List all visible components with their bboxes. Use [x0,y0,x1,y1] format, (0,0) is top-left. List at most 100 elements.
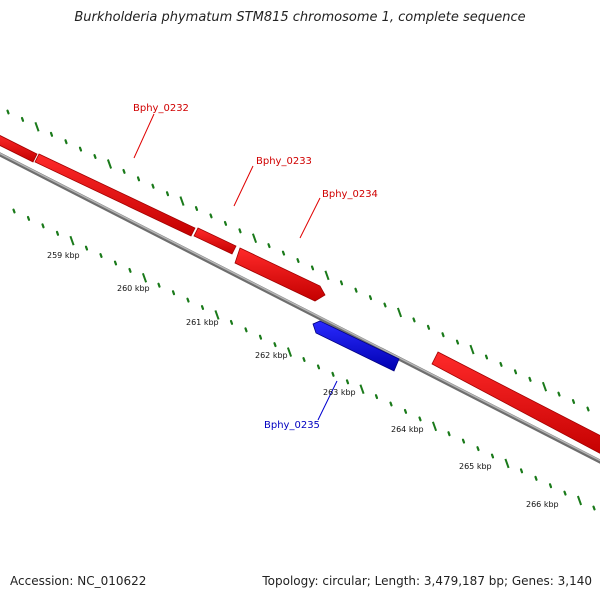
outer-track-minor-tick [6,109,10,115]
gene-label-bphy-0233[interactable]: Bphy_0233 [256,156,312,167]
outer-track-major-tick [324,270,330,281]
outer-track-minor-tick [571,399,576,404]
inner-track-minor-tick [128,267,132,273]
gene-feature-left-edge[interactable] [0,133,38,163]
outer-track-minor-tick [78,146,83,152]
inner-track-minor-tick [26,215,31,221]
scale-label-259: 259 kbp [47,251,80,260]
inner-track-minor-tick [403,408,408,414]
outer-track-minor-tick [586,406,590,412]
inner-track-minor-tick [519,468,524,474]
scale-label-264: 264 kbp [391,425,424,434]
scale-label-261: 261 kbp [186,318,219,327]
inner-track-minor-tick [302,357,306,362]
outer-track-minor-tick [209,213,213,219]
outer-track-minor-tick [426,324,431,330]
outer-track-major-tick [106,159,113,169]
inner-track-major-tick [431,421,438,432]
outer-track-minor-tick [484,354,489,360]
inner-track-major-tick [504,458,510,469]
inner-track-minor-tick [476,446,480,452]
inner-track-minor-tick [461,438,466,444]
inner-track-minor-tick [592,505,596,511]
inner-track-minor-tick [186,297,190,303]
outer-track-minor-tick [455,339,460,345]
inner-track-minor-tick [84,245,89,251]
inner-tick-track [12,208,596,511]
gene-feature-right[interactable] [431,351,600,456]
inner-track-minor-tick [244,327,248,333]
inner-track-major-tick [141,272,148,283]
outer-track-minor-tick [165,191,170,197]
outer-track-minor-tick [49,131,54,137]
inner-track-major-tick [214,310,220,320]
outer-track-minor-tick [354,287,358,293]
outer-track-minor-tick [223,220,228,226]
outer-track-minor-tick [499,361,503,367]
outer-track-minor-tick [368,295,373,301]
outer-track-minor-tick [238,228,242,234]
outer-tick-track [6,109,590,412]
inner-track-major-tick [576,495,583,506]
gene-label-bphy-0234[interactable]: Bphy_0234 [322,189,378,200]
inner-track-minor-tick [447,431,451,437]
inner-track-minor-tick [55,230,60,236]
outer-track-minor-tick [194,206,199,211]
outer-track-minor-tick [412,317,416,323]
outer-track-minor-tick [267,243,271,249]
outer-track-major-tick [179,196,185,206]
inner-track-minor-tick [316,364,321,370]
outer-track-minor-tick [93,154,97,159]
inner-track-minor-tick [200,305,205,310]
inner-track-minor-tick [41,223,45,229]
inner-track-minor-tick [157,282,161,288]
inner-track-minor-tick [229,319,234,325]
scale-label-266: 266 kbp [526,500,559,509]
outer-track-minor-tick [557,391,561,397]
inner-track-minor-tick [418,416,422,422]
gene-feature-bphy-0233[interactable] [193,227,237,255]
gene-label-bphy-0235[interactable]: Bphy_0235 [264,420,320,431]
scale-label-265: 265 kbp [459,462,492,471]
gene-feature-bphy-0235[interactable] [312,320,400,372]
outer-track-minor-tick [441,332,445,338]
accession-text: Accession: NC_010622 [10,574,147,588]
inner-track-major-tick [286,347,293,357]
inner-track-minor-tick [534,475,538,481]
gene-feature-bphy-0234[interactable] [234,247,326,302]
inner-track-minor-tick [273,342,277,348]
outer-track-minor-tick [528,376,532,382]
scale-label-262: 262 kbp [255,351,288,360]
scale-label-260: 260 kbp [117,284,150,293]
gene-feature-bphy-0232[interactable] [34,153,196,237]
outer-track-minor-tick [383,302,387,308]
outer-track-minor-tick [281,250,286,256]
outer-track-major-tick [469,344,475,355]
inner-track-major-tick [359,384,365,395]
inner-track-minor-tick [171,290,176,296]
inner-track-minor-tick [490,453,495,459]
outer-track-minor-tick [64,139,68,145]
inner-track-minor-tick [12,208,16,214]
outer-track-minor-tick [136,176,141,182]
gene-label-leaders [133,113,338,421]
outer-track-minor-tick [20,116,25,122]
sequence-summary-text: Topology: circular; Length: 3,479,187 bp… [262,574,592,588]
outer-track-minor-tick [122,168,126,174]
map-title: Burkholderia phymatum STM815 chromosome … [74,10,526,25]
inner-track-minor-tick [548,483,553,489]
outer-track-minor-tick [513,369,518,375]
outer-track-major-tick [541,381,548,392]
chromosome-backbone [0,152,600,464]
inner-track-minor-tick [258,334,263,340]
scale-label-263: 263 kbp [323,388,356,397]
gene-label-bphy-0232[interactable]: Bphy_0232 [133,103,189,114]
outer-track-minor-tick [151,183,155,189]
inner-track-minor-tick [563,490,567,496]
inner-track-minor-tick [99,253,103,258]
outer-track-minor-tick [296,258,300,263]
outer-track-major-tick [396,307,403,318]
inner-track-minor-tick [389,401,393,407]
